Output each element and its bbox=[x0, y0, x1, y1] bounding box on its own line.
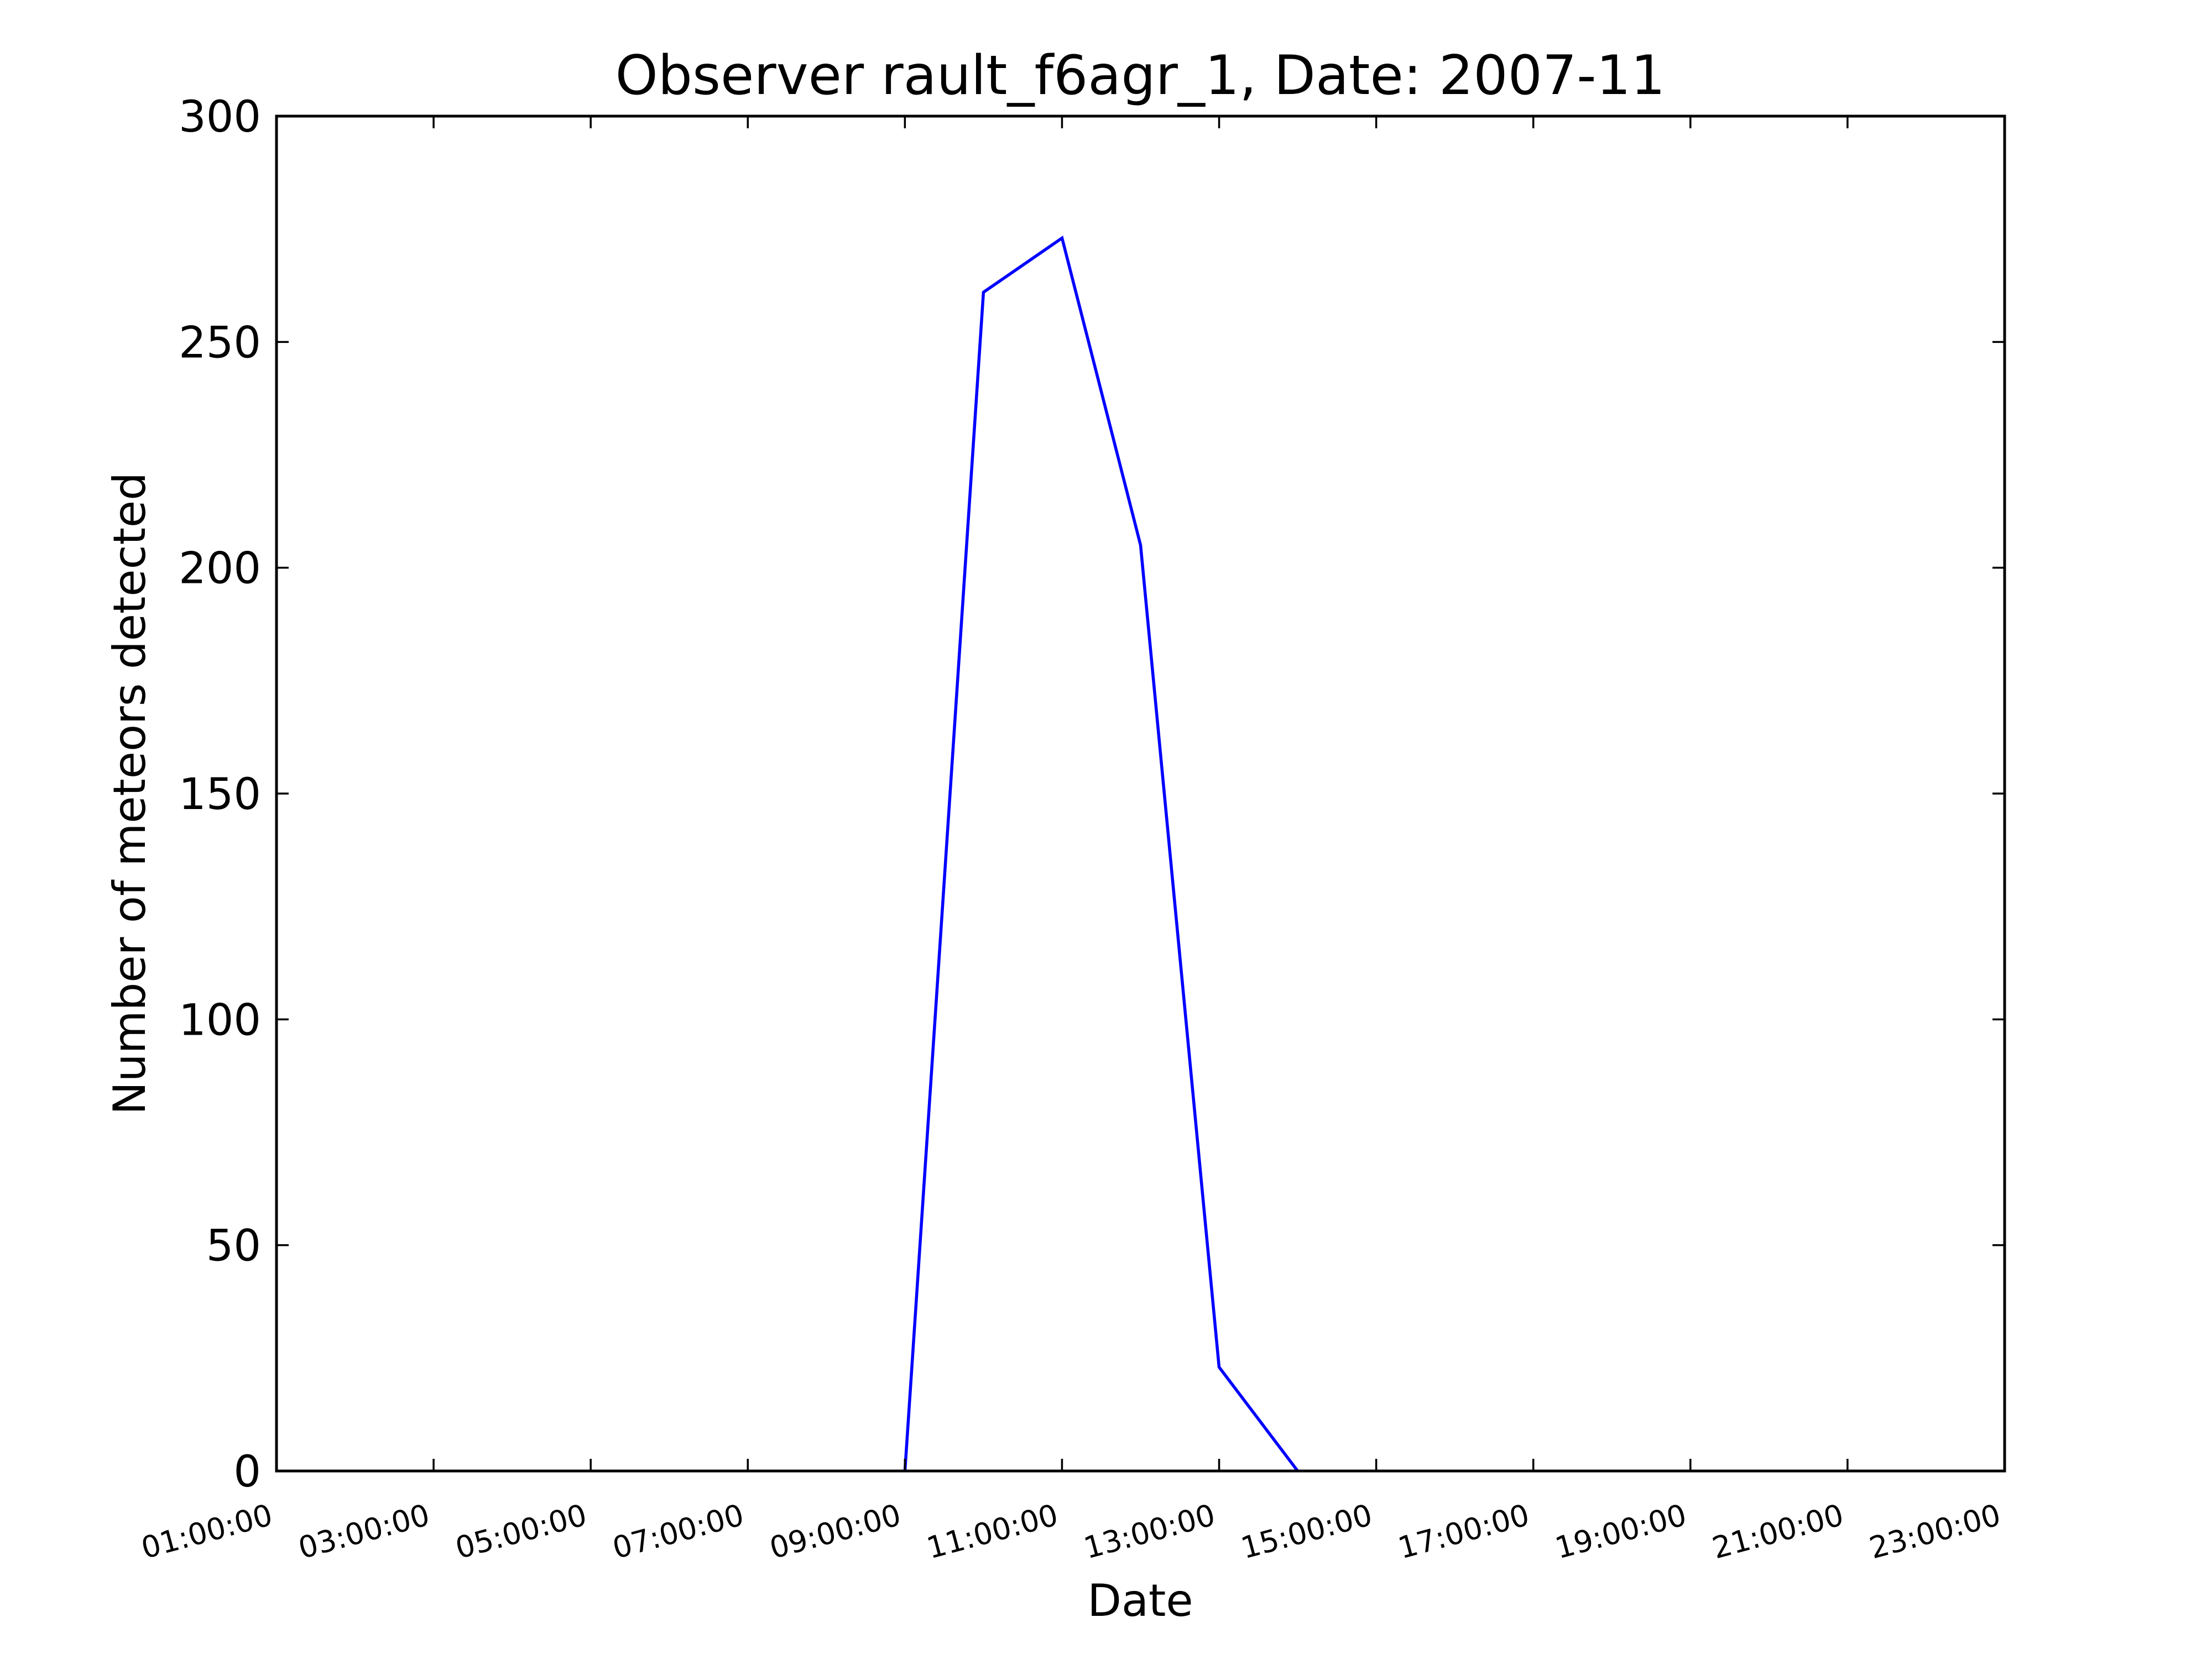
y-tick-label: 300 bbox=[179, 92, 261, 142]
y-tick-label: 50 bbox=[206, 1222, 261, 1271]
x-axis-label: Date bbox=[1087, 1575, 1193, 1626]
y-tick-label: 0 bbox=[233, 1447, 261, 1497]
y-tick-label: 200 bbox=[179, 544, 261, 594]
y-tick-label: 250 bbox=[179, 318, 261, 368]
y-tick-label: 150 bbox=[179, 770, 261, 820]
plot-frame bbox=[275, 114, 2006, 1473]
y-axis-label: Number of meteors detected bbox=[104, 472, 155, 1115]
chart-title: Observer rault_f6agr_1, Date: 2007-11 bbox=[615, 44, 1666, 107]
y-axis: 0 50 100 150 200 250 300 bbox=[179, 92, 2005, 1497]
y-tick-label: 100 bbox=[179, 995, 261, 1045]
series-line bbox=[903, 235, 1299, 1472]
